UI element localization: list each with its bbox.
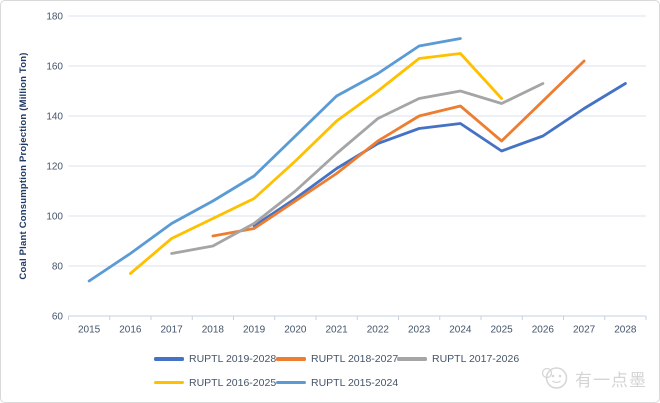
legend-label: RUPTL 2015-2024 [311,376,399,389]
x-tick-label: 2024 [449,325,472,336]
x-tick-label: 2025 [491,325,514,336]
legend-line-marker [276,357,306,361]
gridlines-group [68,15,646,267]
x-tick-label: 2028 [614,325,637,336]
series-lines-group [87,37,627,283]
y-tick-label: 80 [52,262,64,273]
x-tick-label: 2020 [284,325,307,336]
legend-item-ruptl-2019-2028: RUPTL 2019-2028 [154,353,276,365]
y-tick-label: 100 [46,212,63,223]
line-chart: 60 80 100 120 140 160 180 2015 2016 2017 2018 2019 2… [18,12,647,336]
watermark-chat-face-icon [541,367,568,389]
x-tick-label: 2027 [573,325,596,336]
y-tick-label: 120 [46,162,63,173]
series-line-ruptl-2017-2026 [170,82,545,255]
legend-item-ruptl-2015-2024: RUPTL 2015-2024 [276,377,398,389]
x-tick-label: 2026 [532,325,555,336]
x-tick-label: 2021 [326,325,349,336]
legend-line-marker [154,380,184,385]
watermark-text: 有一点墨 [575,370,647,390]
legend-line-marker [154,357,184,361]
legend-label: RUPTL 2017-2026 [432,353,520,365]
legend-label: RUPTL 2016-2025 [189,376,277,389]
series-line-ruptl-2018-2027 [211,59,586,238]
y-tick-label: 180 [46,12,63,23]
legend-line-marker [276,380,306,385]
x-tick-label: 2018 [202,325,225,336]
legend-line-marker [397,357,427,361]
y-tick-label: 160 [46,62,63,73]
y-axis-title: Coal Plant Consumption Projection (Milli… [18,52,29,279]
x-tick-label: 2015 [78,325,101,336]
watermark: 有一点墨 [538,362,647,394]
legend-label: RUPTL 2019-2028 [189,353,277,365]
legend-item-ruptl-2017-2026: RUPTL 2017-2026 [397,353,519,365]
x-tick-label: 2023 [408,325,431,336]
series-line-ruptl-2016-2025 [128,52,504,275]
y-tick-label: 140 [46,112,63,123]
y-tick-label: 60 [52,312,64,323]
legend-item-ruptl-2018-2027: RUPTL 2018-2027 [276,353,398,365]
legend-item-ruptl-2016-2025: RUPTL 2016-2025 [154,377,276,389]
legend-label: RUPTL 2018-2027 [311,353,399,365]
x-tick-label: 2017 [161,325,184,336]
x-tick-label: 2022 [367,325,390,336]
series-line-ruptl-2019-2028 [252,82,627,228]
axes-group: 60 80 100 120 140 160 180 2015 2016 2017 2018 2019 2… [46,12,647,336]
x-tick-label: 2019 [243,325,266,336]
x-tick-label: 2016 [119,325,142,336]
series-line-ruptl-2015-2024 [87,37,462,283]
